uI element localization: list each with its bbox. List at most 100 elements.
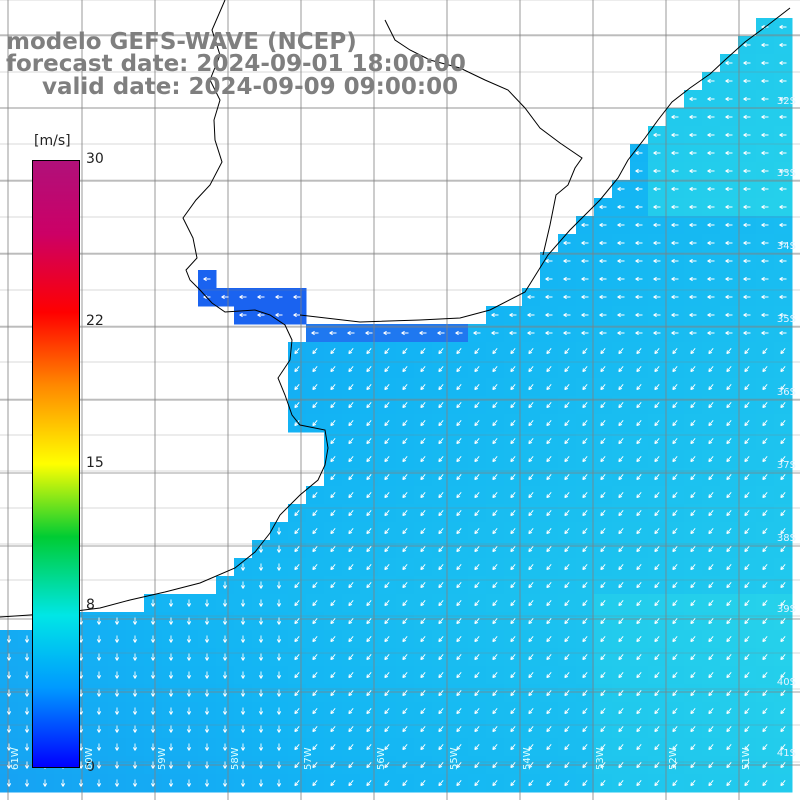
- wind-arrow: [780, 366, 786, 373]
- wind-arrow: [384, 456, 390, 463]
- wind-arrow: [348, 438, 354, 445]
- wind-arrow: [258, 761, 264, 769]
- wind-arrow: [761, 276, 769, 282]
- wind-arrow: [726, 474, 732, 481]
- wind-arrow: [510, 762, 516, 769]
- colorbar-tick: 22: [86, 313, 104, 330]
- wind-arrow: [474, 456, 480, 463]
- wind-arrow: [671, 330, 679, 336]
- wind-arrow: [780, 744, 786, 751]
- wind-arrow: [150, 779, 156, 787]
- wind-arrow: [707, 168, 715, 174]
- wind-arrow: [617, 240, 625, 246]
- wind-arrow: [330, 654, 336, 661]
- wind-arrow: [600, 474, 606, 481]
- wind-arrow: [707, 222, 715, 228]
- wind-arrow: [762, 456, 768, 463]
- wind-arrow: [761, 186, 769, 192]
- wind-arrow: [780, 420, 786, 427]
- wind-arrow: [240, 779, 246, 787]
- wind-arrow: [258, 653, 264, 661]
- wind-arrow: [618, 384, 624, 391]
- wind-arrow: [690, 348, 696, 355]
- wind-arrow: [726, 744, 732, 751]
- wind-arrow: [744, 564, 750, 571]
- wind-arrow: [726, 672, 732, 679]
- wind-arrow: [545, 276, 553, 282]
- wind-arrow: [492, 654, 498, 661]
- wind-arrow: [654, 690, 660, 697]
- wind-arrow: [726, 420, 732, 427]
- wind-arrow: [114, 707, 120, 715]
- wind-arrow: [546, 546, 552, 553]
- wind-arrow: [6, 671, 12, 679]
- wind-arrow: [707, 204, 715, 210]
- wind-arrow: [510, 438, 516, 445]
- wind-arrow: [492, 672, 498, 679]
- wind-arrow: [725, 330, 733, 336]
- wind-arrow: [564, 672, 570, 679]
- wind-arrow: [672, 384, 678, 391]
- wind-arrow: [438, 618, 444, 625]
- wind-arrow: [653, 330, 661, 336]
- wind-arrow: [744, 690, 750, 697]
- wind-arrow: [708, 654, 714, 661]
- wind-arrow: [708, 510, 714, 517]
- wind-arrow: [402, 564, 408, 571]
- wind-arrow: [654, 492, 660, 499]
- wind-arrow: [456, 348, 462, 355]
- wind-arrow: [528, 402, 534, 409]
- wind-arrow: [708, 636, 714, 643]
- wind-arrow: [330, 672, 336, 679]
- wind-arrow: [762, 546, 768, 553]
- wind-arrow: [474, 348, 480, 355]
- wind-arrow: [258, 563, 264, 571]
- wind-arrow: [582, 780, 588, 787]
- wind-arrow: [708, 474, 714, 481]
- wind-arrow: [546, 582, 552, 589]
- wind-arrow: [186, 689, 192, 697]
- wind-arrow: [726, 456, 732, 463]
- wind-arrow: [581, 312, 589, 318]
- wind-arrow: [257, 312, 265, 318]
- wind-arrow: [762, 654, 768, 661]
- wind-arrow: [240, 617, 246, 625]
- wind-arrow: [293, 294, 301, 300]
- wind-arrow: [420, 474, 426, 481]
- wind-arrow: [743, 60, 751, 66]
- wind-arrow: [671, 168, 679, 174]
- wind-arrow: [348, 618, 354, 625]
- wind-arrow: [384, 384, 390, 391]
- wind-arrow: [438, 510, 444, 517]
- wind-arrow: [240, 581, 246, 589]
- wind-arrow: [438, 402, 444, 409]
- wind-arrow: [744, 654, 750, 661]
- wind-arrow: [456, 618, 462, 625]
- wind-arrow: [690, 690, 696, 697]
- wind-arrow: [636, 744, 642, 751]
- wind-arrow: [672, 402, 678, 409]
- wind-arrow: [780, 474, 786, 481]
- wind-arrow: [114, 779, 120, 787]
- wind-arrow: [653, 312, 661, 318]
- wind-arrow: [438, 528, 444, 535]
- wind-arrow: [600, 762, 606, 769]
- wind-arrow: [276, 653, 282, 661]
- wind-arrow: [708, 402, 714, 409]
- wind-arrow: [96, 743, 102, 751]
- wind-arrow: [744, 636, 750, 643]
- wind-arrow: [564, 600, 570, 607]
- wind-arrow: [779, 330, 787, 336]
- wind-arrow: [168, 653, 174, 661]
- wind-arrow: [600, 492, 606, 499]
- wind-arrow: [546, 654, 552, 661]
- wind-arrow: [330, 762, 336, 769]
- wind-arrow: [276, 581, 282, 589]
- wind-arrow: [366, 564, 372, 571]
- wind-arrow: [690, 474, 696, 481]
- wind-arrow: [743, 294, 751, 300]
- wind-arrow: [600, 672, 606, 679]
- wind-arrow: [654, 438, 660, 445]
- wind-arrow: [635, 186, 643, 192]
- wind-arrow: [492, 510, 498, 517]
